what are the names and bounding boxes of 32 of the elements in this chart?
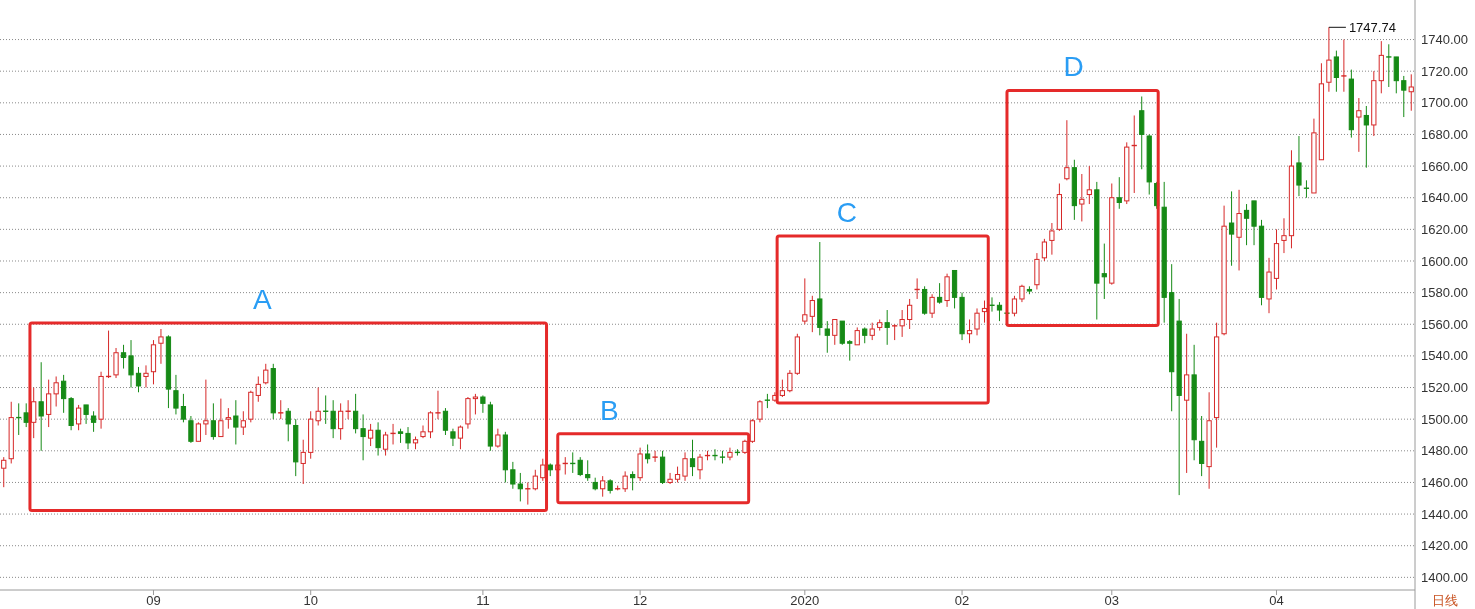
annotation: D — [1063, 51, 1084, 83]
x-tick-label: 11 — [476, 593, 490, 608]
y-tick-label: 1400.00 — [1421, 569, 1468, 585]
x-tick-label: 04 — [1269, 593, 1284, 608]
text: 日线 — [1432, 593, 1458, 608]
annotation: C — [836, 197, 857, 229]
y-tick-label: 1600.00 — [1421, 253, 1468, 269]
y-tick-label: 1440.00 — [1421, 506, 1468, 522]
y-tick-label: 1680.00 — [1421, 127, 1468, 142]
x-tick-label: 02 — [954, 593, 970, 608]
y-tick-label: 1540.00 — [1421, 348, 1468, 364]
annotation: A — [253, 284, 273, 316]
x-tick-label: 12 — [632, 593, 648, 608]
y-tick-label: 1740.00 — [1421, 32, 1468, 48]
y-tick-label: 1640.00 — [1421, 190, 1468, 206]
y-tick-label: 1480.00 — [1421, 443, 1468, 459]
annotation: 1747.74 — [1348, 19, 1396, 35]
annotation: B — [599, 394, 619, 426]
y-tick-label: 1580.00 — [1421, 285, 1468, 301]
y-tick-label: 1420.00 — [1421, 538, 1468, 554]
y-tick-label: 1460.00 — [1421, 474, 1468, 490]
y-tick-label: 1700.00 — [1421, 95, 1468, 111]
y-tick-label: 1560.00 — [1421, 316, 1468, 332]
x-tick-label: 10 — [303, 593, 318, 608]
x-tick-label: 03 — [1104, 593, 1120, 608]
y-tick-label: 1660.00 — [1421, 158, 1468, 174]
y-tick-label: 1520.00 — [1421, 380, 1468, 396]
y-tick-label: 1500.00 — [1421, 411, 1468, 427]
y-tick-label: 1620.00 — [1421, 221, 1468, 237]
x-tick-label: 2020 — [790, 593, 820, 608]
y-tick-label: 1720.00 — [1421, 63, 1468, 79]
x-tick-label: 09 — [146, 593, 161, 608]
